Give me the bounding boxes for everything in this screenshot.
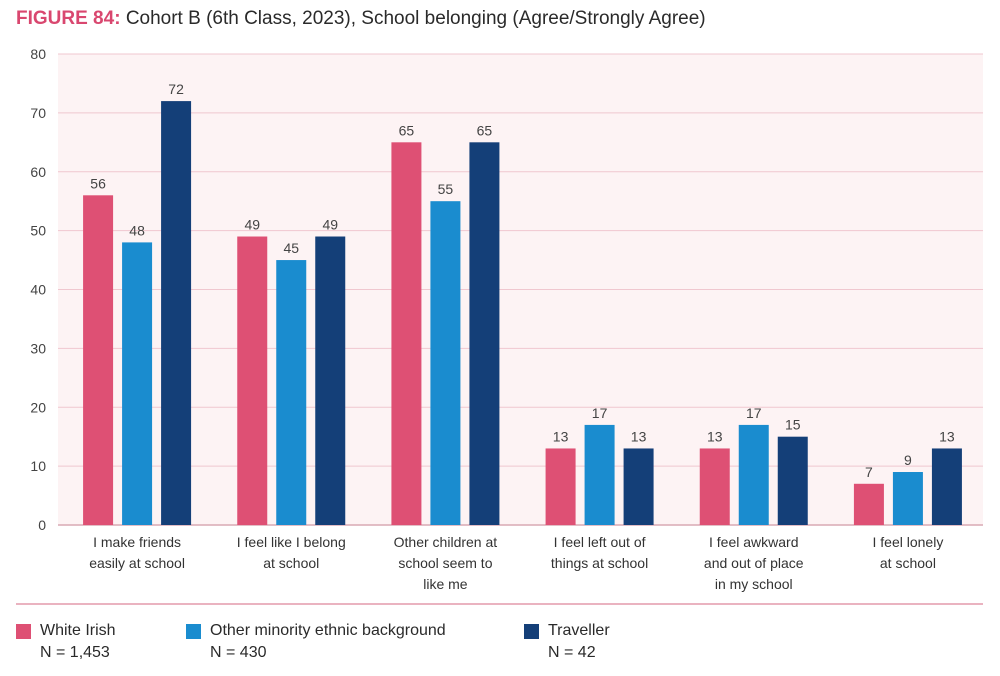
- data-label: 55: [438, 181, 454, 197]
- data-label: 13: [939, 428, 955, 444]
- bar: [892, 472, 923, 525]
- data-label: 17: [592, 405, 608, 421]
- data-label: 9: [904, 452, 912, 468]
- x-tick-label: things at school: [551, 555, 648, 571]
- legend-n: N = 1,453: [40, 644, 110, 661]
- bar: [777, 436, 808, 525]
- x-tick-label: and out of place: [704, 555, 804, 571]
- data-label: 7: [865, 464, 873, 480]
- legend-swatch-traveller: [524, 624, 539, 639]
- legend-swatch-white-irish: [16, 624, 31, 639]
- bar: [122, 242, 153, 525]
- figure-label: FIGURE 84:: [16, 8, 121, 29]
- bar: [545, 448, 576, 525]
- y-tick-label: 80: [30, 46, 46, 62]
- data-label: 17: [746, 405, 762, 421]
- x-tick-label: I feel left out of: [554, 534, 646, 550]
- chart-title: FIGURE 84: Cohort B (6th Class, 2023), S…: [16, 8, 706, 30]
- data-label: 65: [399, 122, 415, 138]
- bar: [276, 260, 307, 525]
- legend-n: N = 430: [210, 644, 267, 661]
- y-tick-label: 10: [30, 458, 46, 474]
- bar: [83, 195, 114, 526]
- data-label: 45: [283, 240, 299, 256]
- x-tick-label: school seem to: [398, 555, 492, 571]
- data-label: 49: [322, 217, 338, 233]
- bar: [584, 424, 615, 525]
- data-label: 72: [168, 81, 184, 97]
- data-label: 13: [707, 428, 723, 444]
- x-tick-label: I feel awkward: [709, 534, 798, 550]
- bar: [391, 142, 422, 525]
- bar: [161, 101, 192, 525]
- x-tick-label: at school: [880, 555, 936, 571]
- bar: [853, 483, 884, 525]
- data-label: 13: [553, 428, 569, 444]
- legend-swatch-other-minority: [186, 624, 201, 639]
- bar: [699, 448, 730, 525]
- x-tick-label: like me: [423, 576, 468, 592]
- y-tick-label: 0: [38, 517, 46, 533]
- bar: [738, 424, 769, 525]
- legend: White Irish N = 1,453 Other minority eth…: [0, 622, 1000, 672]
- legend-label: White Irish: [40, 622, 116, 639]
- x-tick-label: easily at school: [89, 555, 185, 571]
- x-tick-label: I feel lonely: [873, 534, 944, 550]
- data-label: 13: [631, 428, 647, 444]
- legend-n: N = 42: [548, 644, 596, 661]
- bar: [469, 142, 500, 525]
- y-tick-label: 50: [30, 223, 46, 239]
- data-label: 65: [477, 122, 493, 138]
- data-label: 15: [785, 417, 801, 433]
- x-tick-label: in my school: [715, 576, 793, 592]
- y-tick-label: 40: [30, 282, 46, 298]
- y-tick-label: 60: [30, 164, 46, 180]
- bar: [237, 236, 268, 525]
- y-tick-label: 70: [30, 105, 46, 121]
- data-label: 49: [244, 217, 260, 233]
- x-tick-label: at school: [263, 555, 319, 571]
- figure-title-text: Cohort B (6th Class, 2023), School belon…: [125, 8, 706, 29]
- x-tick-label: I make friends: [93, 534, 181, 550]
- x-tick-label: Other children at: [394, 534, 498, 550]
- data-label: 56: [90, 175, 106, 191]
- bar: [430, 201, 461, 525]
- legend-label: Other minority ethnic background: [210, 622, 446, 639]
- x-tick-label: I feel like I belong: [237, 534, 346, 550]
- y-tick-label: 20: [30, 399, 46, 415]
- y-tick-label: 30: [30, 340, 46, 356]
- bar: [931, 448, 962, 525]
- legend-label: Traveller: [548, 622, 610, 639]
- bar: [315, 236, 346, 525]
- bar: [623, 448, 654, 525]
- data-label: 48: [129, 222, 145, 238]
